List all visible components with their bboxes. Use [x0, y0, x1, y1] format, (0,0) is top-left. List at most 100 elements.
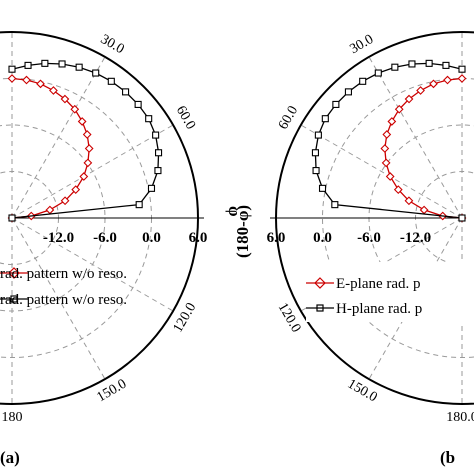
panel-b-spoke-30: [368, 56, 463, 219]
panel-b-legend-item-2: H-plane rad. p: [336, 301, 422, 317]
panel-a-legend: rad. pattern w/o reso. rad. pattern w/o …: [0, 266, 127, 308]
panel-b-e-plane-point-13: [419, 205, 429, 215]
panel-a-e-plane-point-5: [70, 104, 80, 114]
panel-a-axis-symbol: φ: [225, 206, 244, 217]
panel-a-radial-tick-1: -12.0: [43, 230, 74, 246]
panel-a-spoke-150: [11, 217, 106, 380]
panel-a-e-plane-point-10: [79, 172, 89, 181]
panel-a-angle-tick-30: 30.0: [98, 32, 127, 57]
panel-a-h-plane-point-8: [134, 100, 142, 108]
panel-b-series: [311, 59, 467, 223]
panel-a-h-plane-point-3: [58, 60, 66, 68]
panel-b-e-plane-point-2: [429, 79, 438, 89]
panel-b-radial-tick-1: 6.0: [267, 230, 286, 246]
panel-b-e-plane-point-10: [385, 172, 395, 181]
panel-b-h-plane-point-14: [331, 201, 339, 209]
panel-a-spoke-30: [11, 56, 106, 219]
panel-a-h-plane-point-5: [92, 69, 100, 77]
panel-a-e-plane-line: [11, 77, 90, 219]
panel-a-e-plane-point-6: [77, 117, 87, 126]
panel-b-h-plane-point-9: [321, 115, 329, 123]
panel-a-legend-item-2: rad. pattern w/o reso.: [0, 292, 127, 308]
panel-b-e-plane-point-0: [457, 74, 467, 83]
panel-a-h-plane-point-1: [24, 61, 32, 69]
panel-a-h-plane-point-4: [75, 63, 83, 71]
panel-a-h-plane-point-11: [155, 149, 163, 157]
panel-b-h-plane-point-13: [318, 184, 327, 192]
panel-a-spoke-120: [11, 217, 174, 312]
panel-a-angle-tick-60: 60.0: [173, 104, 198, 133]
panel-b-h-plane-point-6: [359, 77, 367, 85]
panel-b-h-plane-point-2: [425, 59, 433, 67]
panel-b-angle-tick-60: 60.0: [276, 104, 301, 133]
panel-a-series: [7, 59, 163, 223]
panel-b-label: (b: [440, 448, 455, 467]
panel-a-e-plane-point-9: [83, 158, 93, 168]
panel-a-h-plane-point-0: [8, 65, 16, 73]
panel-b-e-plane-point-8: [380, 144, 390, 153]
panel-a-h-plane-point-6: [107, 77, 115, 85]
axis-symbol-group: φ (180-φ): [225, 205, 252, 258]
panel-b-h-plane-point-10: [314, 131, 322, 139]
panel-a-e-plane-point-13: [45, 205, 55, 215]
panel-b-h-plane-point-3: [408, 60, 416, 68]
panel-a-e-plane-point-0: [7, 74, 17, 83]
panel-a-e-plane-point-8: [84, 144, 94, 153]
panel-b-legend-item-1: E-plane rad. p: [336, 276, 421, 292]
panel-a-e-plane-point-7: [82, 130, 92, 139]
panel-a-h-plane-point-10: [152, 131, 160, 139]
panel-a-radial-tick-3: 0.0: [142, 230, 161, 246]
panel-b-e-plane-point-11: [393, 185, 403, 195]
panel-a-h-plane-point-7: [122, 88, 130, 96]
panel-a-e-plane-point-3: [49, 86, 58, 95]
panel-b-h-plane-point-7: [344, 88, 352, 96]
panel-b-legend: E-plane rad. p H-plane rad. p: [306, 262, 474, 322]
panel-a-radial-tick-2: -6.0: [93, 230, 117, 246]
panel-b-h-plane-line: [314, 62, 463, 219]
panel-a-e-plane-point-12: [60, 196, 70, 206]
panel-b-radial-tick-2: 0.0: [313, 230, 332, 246]
panel-b-e-plane-point-6: [387, 117, 397, 126]
panel-b-e-plane-point-7: [382, 130, 392, 139]
panel-b-e-plane-point-4: [404, 94, 414, 104]
panel-a-e-plane-point-11: [71, 185, 81, 195]
panel-b-spoke-60: [300, 124, 463, 219]
panel-a-angle-tick-180: 180: [2, 410, 23, 425]
panel-a-e-plane-point-1: [22, 75, 31, 85]
panel-b-h-plane-point-12: [312, 167, 320, 175]
panel-a-legend-item-1: rad. pattern w/o reso.: [0, 266, 127, 282]
panel-b-h-plane-point-4: [391, 63, 399, 71]
panel-a-spoke-60: [11, 124, 174, 219]
panel-b-radial-tick-3: -6.0: [357, 230, 381, 246]
panel-b-angle-tick-30: 30.0: [348, 32, 377, 57]
panel-b-e-plane-point-9: [381, 158, 391, 168]
panel-b-e-plane-point-3: [416, 86, 425, 95]
panel-b-h-plane-point-11: [311, 149, 319, 157]
panel-a-h-plane-point-12: [154, 167, 162, 175]
panel-b-angle-tick-180: 180.0: [446, 410, 474, 425]
panel-a-h-plane-point-14: [135, 201, 143, 209]
panel-b-h-plane-point-5: [374, 69, 382, 77]
panel-a-h-plane-line: [11, 62, 160, 219]
panel-b-h-plane-point-15: [458, 214, 466, 222]
panel-a-h-plane-point-13: [147, 184, 156, 192]
panel-b-e-plane-point-1: [443, 75, 452, 85]
panel-b-radial-tick-4: -12.0: [400, 230, 431, 246]
panel-b-axis-symbol: (180-φ): [233, 205, 252, 258]
panel-a-h-plane-point-2: [41, 59, 49, 67]
panel-b-e-plane-point-12: [404, 196, 414, 206]
panel-a-h-plane-point-9: [145, 115, 153, 123]
panel-b-h-plane-point-8: [332, 100, 340, 108]
panel-a-e-plane-point-2: [36, 79, 45, 89]
panel-b-h-plane-point-0: [458, 65, 466, 73]
panel-b-e-plane-point-5: [394, 104, 404, 114]
panel-a-e-plane-point-4: [60, 94, 70, 104]
panel-b-e-plane-line: [384, 77, 463, 219]
panel-b-h-plane-point-1: [442, 61, 450, 69]
panel-a-label: (a): [0, 448, 20, 467]
panel-a-radial-tick-4: 6.0: [189, 230, 208, 246]
